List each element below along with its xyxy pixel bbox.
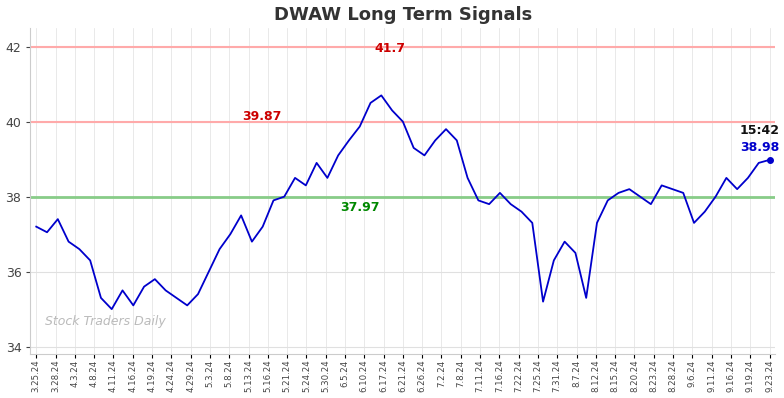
Text: 38.98: 38.98 (740, 141, 779, 154)
Text: 39.87: 39.87 (242, 110, 281, 123)
Title: DWAW Long Term Signals: DWAW Long Term Signals (274, 6, 532, 23)
Text: 37.97: 37.97 (340, 201, 379, 214)
Text: 15:42: 15:42 (739, 125, 779, 137)
Text: Stock Traders Daily: Stock Traders Daily (45, 315, 166, 328)
Text: 41.7: 41.7 (375, 42, 405, 55)
